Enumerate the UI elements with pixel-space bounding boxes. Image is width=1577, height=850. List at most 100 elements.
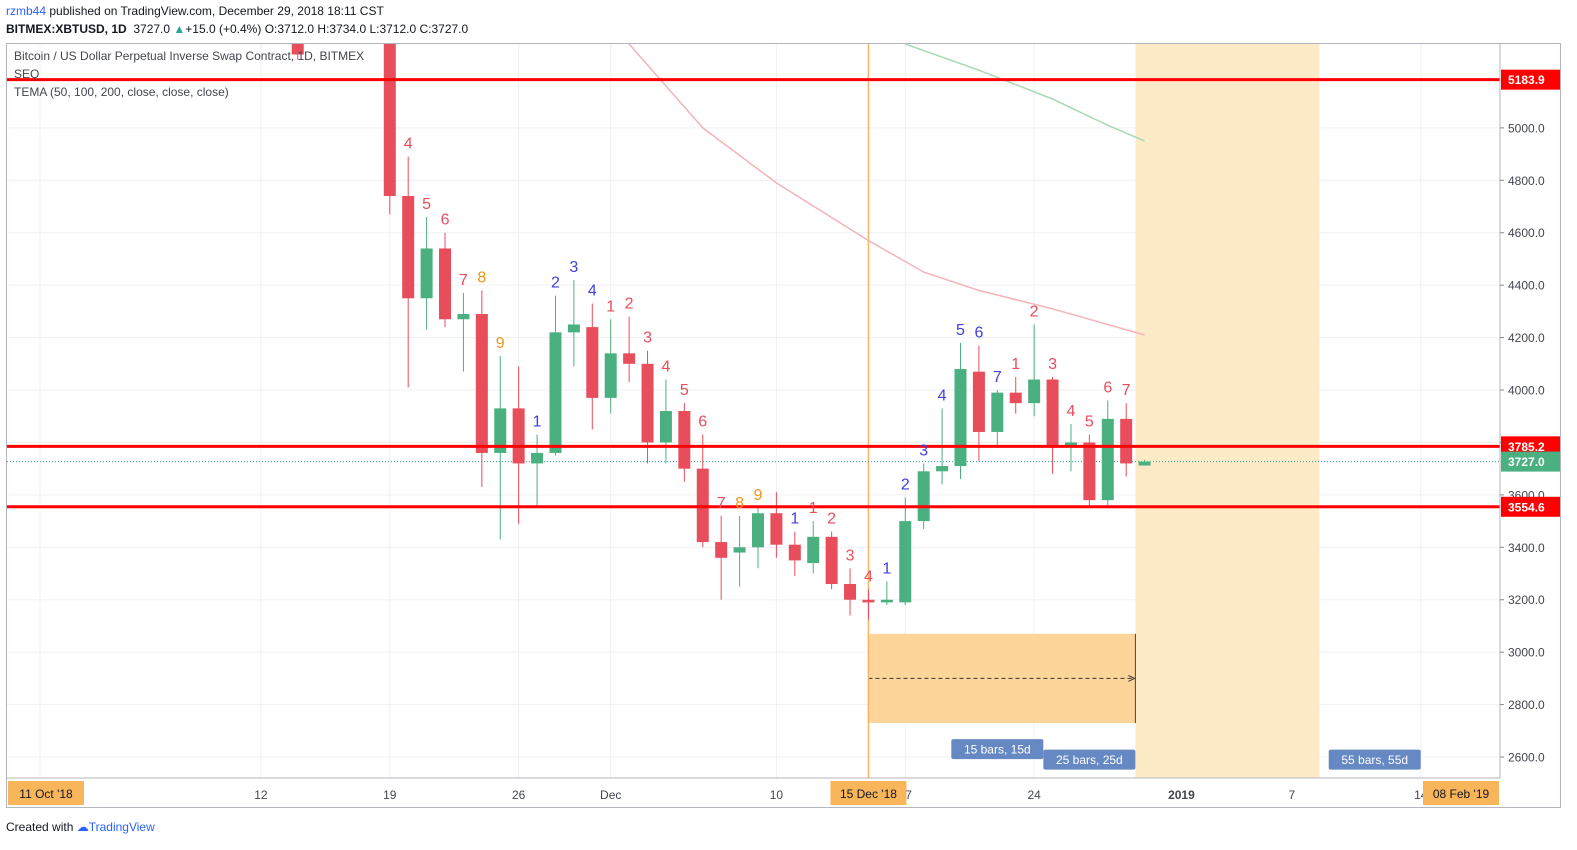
candle-body	[1028, 379, 1041, 404]
date-highlight-label: 11 Oct '18	[19, 787, 73, 801]
date-range-shade	[1135, 44, 1320, 778]
candle-body	[641, 363, 654, 443]
created-with-text: Created with	[6, 820, 74, 834]
date-highlight-bg	[1423, 781, 1499, 805]
symbol-name: BITMEX:XBTUSD, 1D	[6, 22, 127, 36]
candle-body	[899, 521, 912, 603]
candle-body	[825, 536, 838, 585]
seq-count-label: 2	[901, 477, 910, 494]
candle-body	[604, 353, 617, 398]
seq-count-label: 6	[974, 324, 983, 341]
candle-body	[678, 411, 691, 469]
legend-indicator-tema: TEMA (50, 100, 200, close, close, close)	[14, 85, 229, 99]
candle-body	[844, 584, 857, 600]
candle	[457, 293, 470, 372]
seq-count-label: 6	[1103, 380, 1112, 397]
candle	[567, 279, 580, 367]
seq-count-label: 5	[1085, 414, 1094, 431]
seq-count-label: 1	[809, 500, 818, 517]
x-tick-label: 26	[512, 788, 526, 802]
candle-body	[586, 327, 599, 398]
seq-count-label: 8	[735, 495, 744, 512]
candle-body	[383, 44, 396, 197]
candle	[604, 319, 617, 414]
seq-count-label: 5	[680, 382, 689, 399]
level-price-tag-bg	[1501, 436, 1560, 457]
tradingview-logo-icon[interactable]: ☁	[76, 820, 89, 834]
y-tick-label: 5000.0	[1508, 121, 1545, 135]
date-highlight-label: 08 Feb '19	[1433, 787, 1490, 801]
y-tick-label: 4600.0	[1508, 226, 1545, 240]
ohlc-values: O:3712.0 H:3734.0 L:3712.0 C:3727.0	[264, 22, 469, 36]
author-link[interactable]: rzmb44	[6, 4, 47, 18]
bars-count-label: 55 bars, 55d	[1341, 753, 1408, 767]
seq-count-label: 1	[606, 298, 615, 315]
seq-count-label: 4	[1067, 403, 1076, 420]
seq-count-label: 1	[533, 414, 542, 431]
seq-count-label: 7	[459, 272, 468, 289]
y-tick-label: 3000.0	[1508, 646, 1545, 660]
candle	[402, 156, 415, 388]
candle	[1120, 403, 1133, 477]
last-price: 3727.0	[133, 22, 171, 36]
date-highlight-bg	[8, 781, 84, 805]
seq-count-label: 2	[551, 275, 560, 292]
candle-body	[402, 196, 415, 299]
candle-body	[770, 513, 783, 545]
candle	[291, 44, 304, 60]
y-tick-label: 2800.0	[1508, 698, 1545, 712]
seq-count-label: 1	[882, 560, 891, 577]
range-arrow-head-icon	[1128, 674, 1136, 682]
plot-area: 345678912341234567891123412345671234567	[7, 44, 1500, 778]
seq-count-label: 2	[625, 296, 634, 313]
seq-count-label: 1	[1011, 356, 1020, 373]
candle	[420, 217, 433, 330]
seq-count-label: 2	[1030, 303, 1039, 320]
seq-count-label: 2	[827, 511, 836, 528]
footer: Created with ☁TradingView	[6, 820, 155, 834]
last-price-tag: 3727.0	[1508, 455, 1545, 469]
seq-count-label: 3	[846, 547, 855, 564]
seq-count-label: 4	[938, 387, 947, 404]
candle	[862, 589, 875, 620]
price-change: +15.0 (+0.4%)	[185, 22, 262, 36]
level-price-tag-bg	[1501, 69, 1560, 90]
candle-body	[1083, 442, 1096, 501]
candle	[659, 379, 672, 464]
candle	[623, 316, 636, 383]
candle	[954, 342, 967, 480]
level-price-tag: 3554.6	[1508, 500, 1545, 514]
bars-count-label-bg	[951, 739, 1044, 760]
tradingview-brand[interactable]: TradingView	[88, 820, 155, 834]
candle	[844, 568, 857, 616]
seq-count-label: 8	[477, 269, 486, 286]
candle	[439, 232, 452, 328]
seq-count-label: 9	[754, 487, 763, 504]
bars-count-label-bg	[1328, 749, 1421, 770]
candle	[475, 290, 488, 488]
candle-body	[494, 408, 507, 453]
seq-count-label: 9	[496, 335, 505, 352]
seq-count-label: 3	[643, 330, 652, 347]
date-highlight-label: 15 Dec '18	[840, 787, 897, 801]
seq-count-label: 4	[661, 359, 670, 376]
y-tick-label: 3400.0	[1508, 541, 1545, 555]
candle-body	[1009, 392, 1022, 404]
candle	[770, 492, 783, 558]
x-tick-label: 10	[770, 788, 784, 802]
candle-body	[733, 547, 746, 553]
tema-line-green	[905, 44, 1145, 142]
candle	[1028, 324, 1041, 417]
candle-body	[1120, 418, 1133, 464]
candle	[715, 515, 728, 600]
candle-body	[475, 314, 488, 453]
x-tick-label: 2019	[1168, 788, 1195, 802]
candle-body	[715, 542, 728, 558]
seq-count-label: 5	[956, 322, 965, 339]
candle-body	[567, 324, 580, 333]
candle-body	[1101, 418, 1114, 501]
candle	[1101, 400, 1114, 506]
date-highlight-bg	[830, 781, 907, 805]
seq-count-label: 7	[993, 369, 1002, 386]
